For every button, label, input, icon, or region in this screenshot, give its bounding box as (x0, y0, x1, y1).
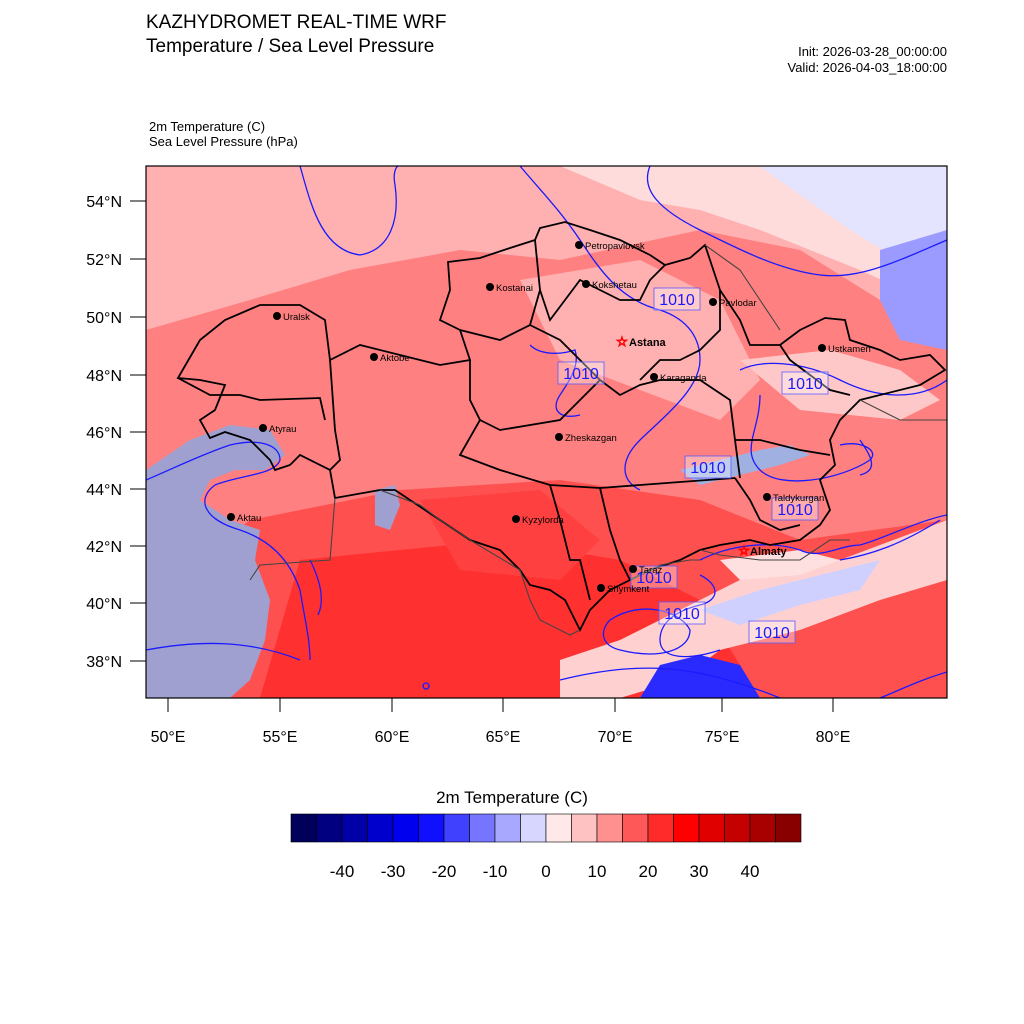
lon-label-80: 80°E (816, 729, 851, 746)
colorbar (290, 813, 802, 843)
city-taraz: Taraz (639, 565, 662, 576)
city-petropavlovsk: Petropavlovsk (585, 241, 645, 252)
city-almaty: Almaty (750, 546, 788, 558)
colorbar-swatch (392, 813, 419, 843)
lat-label-44: 44°N (86, 482, 122, 499)
colorbar-swatch (698, 813, 725, 843)
colorbar-label: 20 (639, 862, 658, 881)
capital-star-icon: ☆ (738, 544, 750, 559)
colorbar-swatch (290, 813, 317, 843)
lat-label-40: 40°N (86, 596, 122, 613)
country-border (176, 221, 947, 633)
city-astana: Astana (629, 337, 667, 349)
init-time: Init: 2026-03-28_00:00:00 (798, 44, 947, 59)
city-zheskazgan: Zheskazgan (565, 433, 617, 444)
city-kokshetau: Kokshetau (592, 280, 637, 291)
pressure-label: 1010 (690, 460, 726, 477)
pressure-label: 1010 (563, 366, 599, 383)
colorbar-swatch (494, 813, 521, 843)
colorbar-swatch (341, 813, 368, 843)
city-kostanai: Kostanai (496, 283, 533, 294)
pressure-labels: 1010 1010 1010 1010 1010 1010 1010 1010 (557, 287, 829, 644)
colorbar-label: -10 (483, 862, 508, 881)
lon-label-70: 70°E (598, 729, 633, 746)
lon-label-50: 50°E (151, 729, 186, 746)
colorbar-swatch (647, 813, 674, 843)
city-karaganda: Karaganda (660, 373, 707, 384)
temperature-variable-label: 2m Temperature (C) (149, 119, 266, 134)
city-markers: Petropavlovsk Kostanai Kokshetau Pavloda… (227, 241, 871, 595)
lat-label-50: 50°N (86, 310, 122, 327)
colorbar-label: -30 (381, 862, 406, 881)
colorbar-label: -40 (330, 862, 355, 881)
pressure-label: 1010 (664, 606, 700, 623)
pressure-isolines (146, 166, 947, 698)
pressure-label: 1010 (659, 292, 695, 309)
pressure-variable-label: Sea Level Pressure (hPa) (149, 134, 298, 149)
lat-label-38: 38°N (86, 654, 122, 671)
colorbar-swatch (596, 813, 623, 843)
pressure-label: 1010 (777, 502, 813, 519)
colorbar-label: 10 (588, 862, 607, 881)
lon-label-60: 60°E (375, 729, 410, 746)
colorbar-swatch (367, 813, 394, 843)
pressure-label: 1010 (636, 570, 672, 587)
colorbar-label: 0 (541, 862, 550, 881)
temperature-field (146, 166, 947, 698)
lat-label-42: 42°N (86, 539, 122, 556)
colorbar-swatch (520, 813, 547, 843)
colorbar-swatch (545, 813, 572, 843)
colorbar-label: 40 (741, 862, 760, 881)
lon-label-65: 65°E (486, 729, 521, 746)
colorbar-label: -20 (432, 862, 457, 881)
colorbar-swatch (571, 813, 598, 843)
lon-label-55: 55°E (263, 729, 298, 746)
pressure-label: 1010 (787, 376, 823, 393)
lat-label-52: 52°N (86, 252, 122, 269)
map-subtitle: Temperature / Sea Level Pressure (146, 36, 435, 57)
colorbar-label: 30 (690, 862, 709, 881)
colorbar-swatch (724, 813, 751, 843)
colorbar-labels: -40 -30 -20 -10 0 10 20 30 40 (330, 862, 760, 881)
colorbar-swatch (443, 813, 470, 843)
colorbar-swatch (673, 813, 700, 843)
map-title: KAZHYDROMET REAL-TIME WRF (146, 12, 447, 33)
city-uralsk: Uralsk (283, 312, 310, 323)
city-kyzylorda: Kyzylorda (522, 515, 564, 526)
neighbor-borders (249, 244, 947, 636)
city-shymkent: Shymkent (607, 584, 650, 595)
lat-label-46: 46°N (86, 425, 122, 442)
lat-label-54: 54°N (86, 194, 122, 211)
city-aktobe: Aktobe (380, 353, 410, 364)
city-ustkamen: Ustkamen (828, 344, 871, 355)
colorbar-swatch (316, 813, 343, 843)
colorbar-title: 2m Temperature (C) (436, 788, 588, 807)
lon-label-75: 75°E (705, 729, 740, 746)
city-atyrau: Atyrau (269, 424, 296, 435)
colorbar-swatch (469, 813, 496, 843)
pressure-label: 1010 (754, 625, 790, 642)
city-taldykurgan: Taldykurgan (773, 493, 824, 504)
lat-label-48: 48°N (86, 368, 122, 385)
colorbar-swatch (775, 813, 802, 843)
colorbar-swatch (622, 813, 649, 843)
axis-ticks (130, 200, 834, 712)
colorbar-swatch (418, 813, 445, 843)
valid-time: Valid: 2026-04-03_18:00:00 (787, 60, 948, 75)
city-aktau: Aktau (237, 513, 261, 524)
city-pavlodar: Pavlodar (719, 298, 757, 309)
capital-star-icon: ☆ (616, 335, 628, 350)
colorbar-swatch (749, 813, 776, 843)
